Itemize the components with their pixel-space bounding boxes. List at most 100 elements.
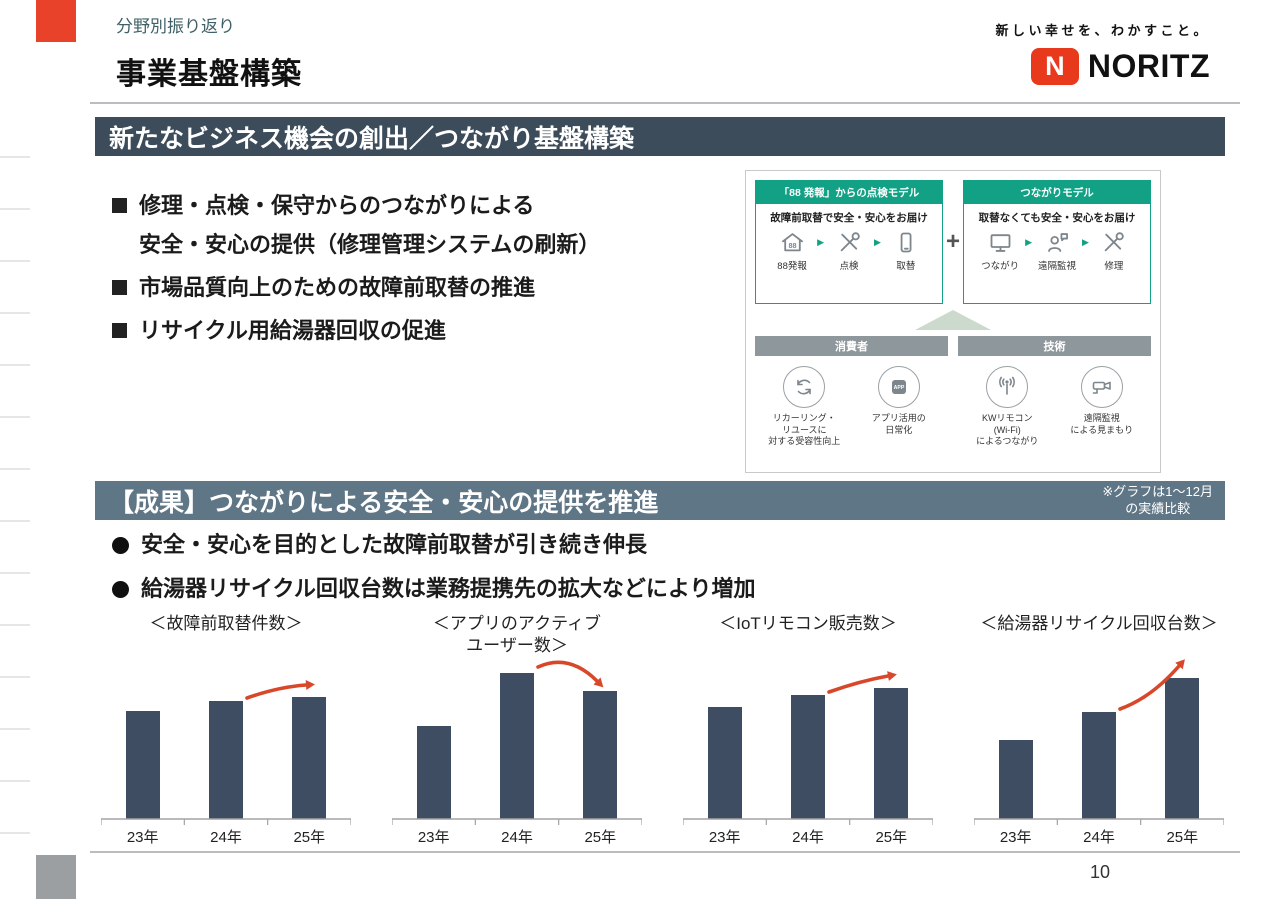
x-label: 24年 bbox=[210, 829, 242, 846]
bar-23 bbox=[707, 707, 742, 819]
x-label: 24年 bbox=[501, 829, 533, 846]
slide-eyebrow: 分野別振り返り bbox=[116, 17, 235, 36]
flow-step-label: 88発報 bbox=[777, 261, 807, 272]
panel-connection-model: つながりモデル 取替なくても安全・安心をお届け つながり ▶ 遠隔監 bbox=[963, 180, 1151, 304]
flow-step: 取替 bbox=[882, 229, 930, 272]
bullet-item: 市場品質向上のための故障前取替の推進 bbox=[112, 268, 752, 307]
x-axis-labels: 23年 24年 25年 bbox=[392, 826, 642, 847]
capability-item: KWリモコン (Wi-Fi) によるつながり bbox=[961, 366, 1053, 448]
chart-pre-failure-replacements: ＜故障前取替件数＞ 23年 24年 25年 bbox=[95, 613, 357, 847]
bar-23 bbox=[125, 711, 160, 819]
tools-icon bbox=[836, 229, 863, 256]
recycle-icon bbox=[783, 366, 826, 408]
section1-bullets: 修理・点検・保守からのつながりによる 安全・安心の提供（修理管理システムの刷新）… bbox=[112, 186, 752, 355]
bullet-text: 修理・点検・保守からのつながりによる 安全・安心の提供（修理管理システムの刷新） bbox=[139, 193, 601, 258]
bullet-text: 給湯器リサイクル回収台数は業務提携先の拡大などにより増加 bbox=[141, 575, 756, 601]
section1-banner-text: 新たなビジネス機会の創出／つながり基盤構築 bbox=[109, 124, 635, 153]
circle-bullet-icon bbox=[112, 537, 129, 554]
panel-header: 技術 bbox=[958, 336, 1151, 356]
section1-banner: 新たなビジネス機会の創出／つながり基盤構築 bbox=[95, 117, 1225, 156]
x-axis-labels: 23年 24年 25年 bbox=[974, 826, 1224, 847]
flow-arrow-icon: ▶ bbox=[1025, 237, 1032, 247]
bar-23 bbox=[416, 726, 451, 819]
header-divider bbox=[90, 102, 1240, 104]
panel-subtitle: 故障前取替で安全・安心をお届け bbox=[770, 212, 928, 224]
bar-24 bbox=[499, 673, 534, 819]
square-bullet-icon bbox=[112, 323, 127, 339]
left-edge-marks bbox=[0, 106, 30, 852]
camera-icon bbox=[1080, 366, 1123, 408]
svg-text:88: 88 bbox=[788, 241, 796, 250]
x-label: 23年 bbox=[126, 829, 159, 846]
flow-step: 88 88発報 bbox=[768, 229, 816, 272]
capability-item: リカーリング・ リユースに 対する受容性向上 bbox=[758, 366, 850, 448]
panel-88-inspection-model: 「88 発報」からの点検モデル 故障前取替で安全・安心をお届け 88 88発報 … bbox=[755, 180, 943, 304]
phone-icon bbox=[892, 229, 919, 256]
square-bullet-icon bbox=[112, 198, 127, 213]
x-label: 24年 bbox=[792, 829, 824, 846]
noritz-logo-icon: N bbox=[1030, 48, 1079, 85]
bar-24 bbox=[790, 695, 825, 819]
page-title: 事業基盤構築 bbox=[116, 58, 302, 91]
svg-text:APP: APP bbox=[893, 385, 904, 391]
bar-24 bbox=[1081, 712, 1116, 819]
flow-arrow-icon: ▶ bbox=[874, 237, 881, 247]
panel-technology: 技術 KWリモコン (Wi-Fi) によるつながり 遠隔監視 による見まもり bbox=[958, 336, 1151, 448]
capability-label: KWリモコン (Wi-Fi) によるつながり bbox=[976, 413, 1039, 447]
flow-step-label: 遠隔監視 bbox=[1037, 261, 1076, 272]
bar-25 bbox=[292, 697, 327, 819]
chart-title: ＜給湯器リサイクル回収台数＞ bbox=[980, 614, 1218, 633]
x-label: 25年 bbox=[584, 829, 617, 846]
person-chat-icon bbox=[1044, 229, 1071, 256]
panel-header: 「88 発報」からの点検モデル bbox=[756, 181, 942, 204]
flow-step: 遠隔監視 bbox=[1033, 229, 1081, 272]
chart-title: ＜IoTリモコン販売数＞ bbox=[719, 614, 897, 633]
chart-plot bbox=[101, 661, 351, 825]
x-label: 23年 bbox=[417, 829, 450, 846]
chart-plot bbox=[392, 660, 642, 825]
bullet-item: リサイクル用給湯器回収の促進 bbox=[112, 311, 752, 350]
bullet-item: 安全・安心を目的とした故障前取替が引き続き伸長 bbox=[112, 530, 1092, 561]
flow-step: 点検 bbox=[825, 229, 873, 272]
bullet-item: 修理・点検・保守からのつながりによる 安全・安心の提供（修理管理システムの刷新） bbox=[112, 186, 752, 264]
bar-25 bbox=[1165, 678, 1200, 819]
brand-tagline: 新しい幸せを、わかすこと。 bbox=[995, 23, 1210, 38]
flow-arrow-icon: ▶ bbox=[817, 237, 824, 247]
x-label: 25年 bbox=[1166, 829, 1199, 846]
panel-header: 消費者 bbox=[755, 336, 948, 356]
page-number: 10 bbox=[1090, 862, 1111, 882]
panel-subtitle: 取替なくても安全・安心をお届け bbox=[978, 212, 1136, 224]
chart-period-note: ※グラフは1～12月 の実績比較 bbox=[1102, 483, 1213, 516]
chart-recycle-collection-units: ＜給湯器リサイクル回収台数＞ 23年 24年 25年 bbox=[968, 613, 1230, 847]
flow-arrow-icon: ▶ bbox=[1082, 237, 1089, 247]
x-axis-labels: 23年 24年 25年 bbox=[683, 826, 933, 847]
chart-app-active-users: ＜アプリのアクティブ ユーザー数＞ 23年 24年 25年 bbox=[386, 613, 648, 847]
flow-step-label: 点検 bbox=[839, 261, 859, 272]
capability-label: アプリ活用の 日常化 bbox=[871, 413, 926, 435]
bar-25 bbox=[583, 691, 618, 819]
app-icon: APP bbox=[877, 366, 920, 408]
flow-step: つながり bbox=[976, 229, 1024, 272]
section2-banner-text: 【成果】つながりによる安全・安心の提供を推進 bbox=[109, 488, 659, 517]
x-label: 23年 bbox=[999, 829, 1032, 846]
capability-item: APP アプリ活用の 日常化 bbox=[853, 366, 945, 448]
accent-square bbox=[36, 0, 76, 42]
plus-sign: + bbox=[945, 228, 960, 255]
up-arrow-icon bbox=[915, 310, 991, 330]
section2-banner: 【成果】つながりによる安全・安心の提供を推進 ※グラフは1～12月 の実績比較 bbox=[95, 481, 1225, 520]
capability-label: リカーリング・ リユースに 対する受容性向上 bbox=[768, 413, 841, 447]
header: 分野別振り返り 事業基盤構築 bbox=[116, 12, 302, 93]
flow-step: 修理 bbox=[1090, 229, 1138, 272]
x-label: 24年 bbox=[1083, 829, 1115, 846]
x-label: 25年 bbox=[293, 829, 326, 846]
brand-name: NORITZ bbox=[1087, 48, 1210, 84]
bullet-text: 市場品質向上のための故障前取替の推進 bbox=[139, 275, 536, 301]
chart-plot bbox=[683, 661, 933, 825]
bar-25 bbox=[874, 688, 909, 819]
section2-bullets: 安全・安心を目的とした故障前取替が引き続き伸長 給湯器リサイクル回収台数は業務提… bbox=[112, 530, 1092, 618]
x-label: 25年 bbox=[875, 829, 908, 846]
footer-divider bbox=[90, 851, 1240, 853]
charts-row: ＜故障前取替件数＞ 23年 24年 25年 ＜アプリのアクティブ ユーザー数＞ … bbox=[95, 613, 1230, 847]
bullet-text: 安全・安心を目的とした故障前取替が引き続き伸長 bbox=[141, 532, 648, 557]
chart-title: ＜故障前取替件数＞ bbox=[149, 614, 303, 633]
